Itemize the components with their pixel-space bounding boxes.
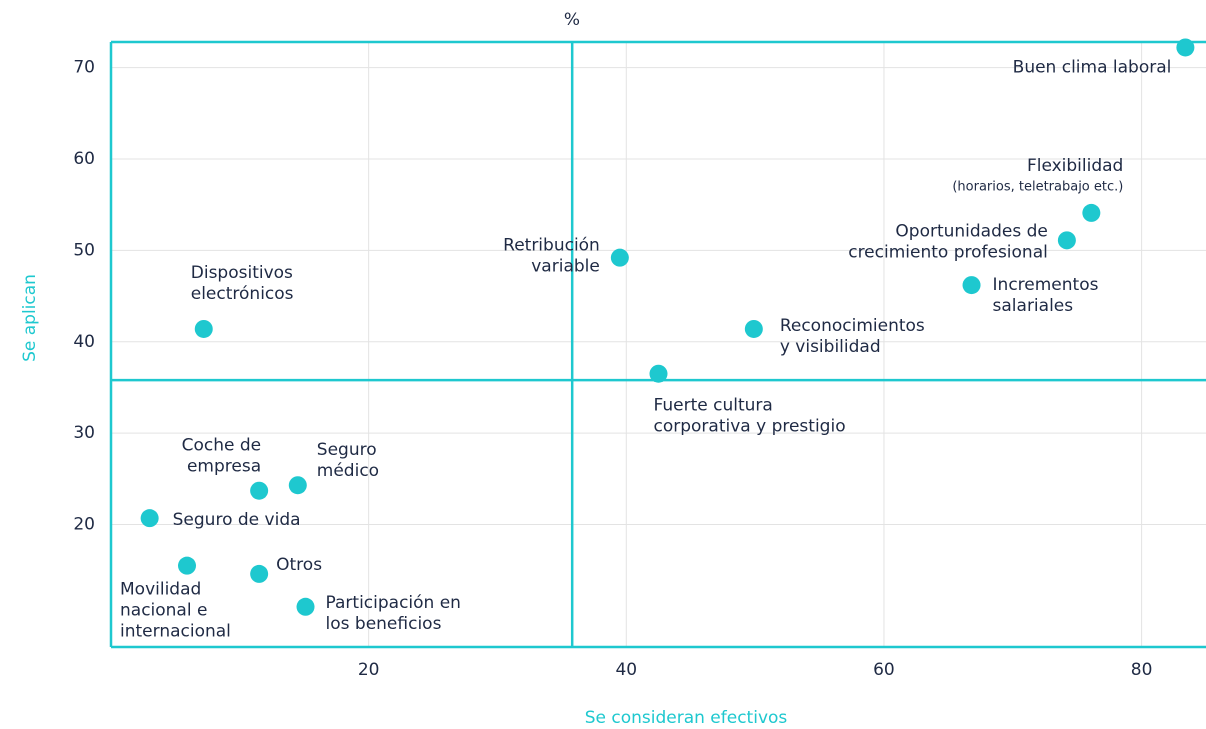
point-label: salariales bbox=[993, 296, 1074, 316]
point-label: Buen clima laboral bbox=[1013, 57, 1172, 77]
point-label: Incrementos bbox=[993, 275, 1099, 295]
point bbox=[250, 481, 269, 500]
point-label: Seguro de vida bbox=[173, 510, 301, 530]
x-tick-label: 40 bbox=[615, 660, 637, 680]
y-tick-label: 70 bbox=[73, 58, 95, 78]
point-label: Participación en bbox=[326, 593, 461, 613]
point-label: variable bbox=[531, 257, 600, 277]
chart-title: % bbox=[564, 10, 580, 30]
y-tick-label: 60 bbox=[73, 149, 95, 169]
y-tick-label: 30 bbox=[73, 423, 95, 443]
point-label: Oportunidades de bbox=[895, 221, 1047, 241]
point-label: internacional bbox=[120, 622, 231, 642]
point bbox=[194, 319, 213, 338]
point-label: Movilidad bbox=[120, 580, 201, 600]
point bbox=[610, 248, 629, 267]
point-label: médico bbox=[317, 461, 379, 481]
point-label: Retribución bbox=[503, 236, 600, 256]
point-label: Seguro bbox=[317, 440, 377, 460]
point-label: corporativa y prestigio bbox=[654, 417, 846, 437]
point bbox=[1176, 38, 1195, 57]
x-tick-label: 80 bbox=[1131, 660, 1153, 680]
point bbox=[296, 597, 315, 616]
point-label: Reconocimientos bbox=[780, 316, 925, 336]
y-tick-label: 20 bbox=[73, 515, 95, 535]
y-tick-label: 50 bbox=[73, 240, 95, 260]
point-label: Dispositivos bbox=[191, 263, 293, 283]
point-label: empresa bbox=[187, 457, 261, 477]
point bbox=[1057, 231, 1076, 250]
x-tick-label: 20 bbox=[358, 660, 380, 680]
point-label: nacional e bbox=[120, 601, 207, 621]
point-label: crecimiento profesional bbox=[848, 242, 1048, 262]
y-axis-label: Se aplican bbox=[20, 274, 40, 362]
y-tick-label: 40 bbox=[73, 332, 95, 352]
point bbox=[744, 319, 763, 338]
point-label: y visibilidad bbox=[780, 337, 881, 357]
point bbox=[250, 564, 269, 583]
x-tick-label: 60 bbox=[873, 660, 895, 680]
point-label: los beneficios bbox=[326, 614, 442, 634]
point bbox=[178, 556, 197, 575]
point bbox=[649, 364, 668, 383]
point bbox=[1082, 203, 1101, 222]
point-label: electrónicos bbox=[191, 284, 294, 304]
point bbox=[140, 509, 159, 528]
point-label: Coche de bbox=[182, 436, 262, 456]
point bbox=[962, 276, 981, 295]
x-axis-label: Se consideran efectivos bbox=[585, 708, 788, 728]
point bbox=[288, 476, 307, 495]
point-label: Flexibilidad bbox=[1027, 156, 1123, 176]
point-label: Fuerte cultura bbox=[654, 396, 773, 416]
point-label: Otros bbox=[276, 555, 322, 575]
point-label: (horarios, teletrabajo etc.) bbox=[952, 179, 1123, 194]
